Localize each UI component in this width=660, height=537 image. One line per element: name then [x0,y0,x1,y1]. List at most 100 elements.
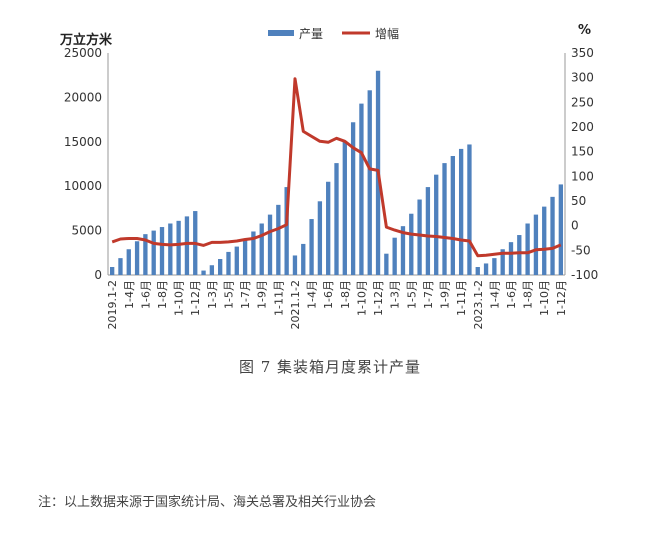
legend-label: 增幅 [375,26,399,41]
bar [134,241,140,275]
bar [292,255,298,275]
x-tick-label: 1-4月 [488,280,501,309]
bar [483,263,489,275]
bar [276,204,281,275]
x-axis-labels: 2019.1-2 1-4月 1-6月 1-8月 1-10月 1-12月 1-3月 1-5月 1-… [106,280,568,329]
bar [350,122,356,275]
bar [267,214,273,275]
right-tick-label: -50 [571,243,591,257]
x-tick-label: 1-8月 [339,280,352,309]
bar [168,223,173,275]
left-tick-label: 25000 [64,46,102,60]
bar [367,90,372,276]
x-tick-label: 1-6月 [505,280,518,309]
bar [533,214,539,275]
bar [359,103,364,275]
x-tick-label: 1-9月 [256,280,269,309]
bar [259,223,264,275]
bar [450,156,455,275]
bar [309,219,314,275]
x-tick-label: 2023.1-2 [472,280,485,329]
bar [517,235,522,275]
bar [301,243,306,275]
bar [209,265,215,275]
bar [425,187,431,275]
bar [201,270,206,275]
x-tick-label: 1-7月 [422,280,435,309]
x-tick-label: 1-5月 [405,280,418,309]
left-tick-label: 0 [94,268,102,282]
bar [409,213,414,275]
right-tick-label: 250 [571,95,594,109]
x-tick-label: 1-10月 [173,280,186,316]
bar [284,187,289,275]
bar [508,242,514,275]
bar [342,140,347,275]
x-tick-label: 1-3月 [206,280,219,309]
bar [242,239,248,275]
bar [525,223,530,275]
left-tick-label: 15000 [64,135,102,149]
left-axis-unit: 万立方米 [59,32,113,48]
bar [184,216,190,275]
bar [492,258,497,275]
bar [475,267,480,275]
x-tick-label: 1-11月 [455,280,468,316]
x-tick-label: 1-6月 [322,280,335,309]
x-tick-label: 1-8月 [522,280,535,309]
left-tick-label: 10000 [64,179,102,193]
bar [326,181,331,275]
right-tick-label: 0 [571,219,579,233]
bar [317,201,323,275]
bar-series [109,70,564,276]
x-tick-label: 1-5月 [222,280,235,309]
x-tick-label: 1-10月 [355,280,368,316]
x-tick-label: 1-4月 [123,280,136,309]
bar [176,220,181,275]
bar [218,259,223,275]
x-tick-label: 1-11月 [272,280,285,316]
bar [226,251,231,275]
bar [542,206,547,275]
x-tick-label: 1-6月 [139,280,152,309]
x-tick-label: 1-4月 [306,280,319,309]
right-tick-label: 200 [571,120,594,134]
bar [126,249,131,275]
right-axis-unit: % [578,23,591,38]
left-tick-label: 20000 [64,90,102,104]
bar [558,184,564,275]
bar [109,267,115,275]
right-tick-label: 350 [571,46,594,60]
legend-label: 产量 [299,27,323,41]
x-tick-label: 2019.1-2 [106,280,119,329]
legend: 产量 增幅 [268,26,399,41]
figure-caption: 图 7 集装箱月度累计产量 [238,358,422,376]
chart: 万立方米 % 产量 增幅 0 5000 10000 15000 20000 25000 -10… [59,23,598,329]
bar [434,174,439,275]
bar [334,163,339,275]
right-tick-label: 300 [571,71,594,85]
x-tick-label: 1-8月 [156,280,169,309]
left-tick-label: 5000 [71,224,102,238]
right-tick-label: 150 [571,145,594,159]
bar [442,163,447,275]
x-tick-label: 1-12月 [189,280,202,316]
x-tick-label: 1-12月 [555,280,568,316]
legend-bar-swatch [268,30,294,36]
right-tick-label: -100 [571,268,598,282]
x-tick-label: 1-3月 [389,280,402,309]
bar [417,199,422,275]
source-note: 注：以上数据来源于国家统计局、海关总署及相关行业协会 [38,495,377,510]
bar [400,226,406,275]
bar [118,258,123,275]
bar [550,196,555,275]
bar [467,144,472,275]
bar [159,227,165,275]
right-tick-label: 50 [571,194,586,208]
x-tick-label: 1-12月 [372,280,385,316]
bar [458,148,464,275]
line-series [111,77,562,258]
bar [384,253,389,275]
bar [143,234,148,275]
right-tick-label: 100 [571,169,594,183]
